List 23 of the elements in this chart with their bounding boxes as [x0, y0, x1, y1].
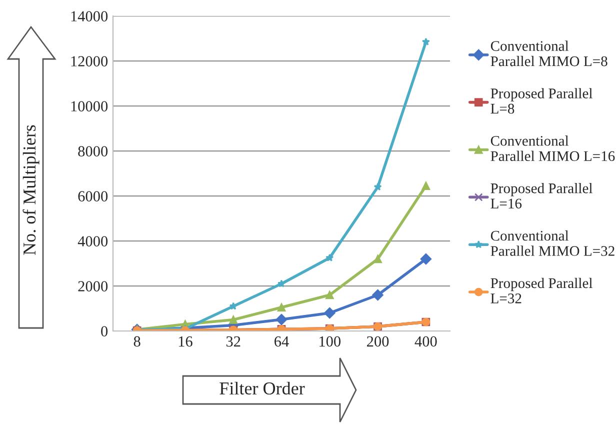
legend-label: Proposed Parallel L=16 — [490, 182, 592, 208]
y-tick-label: 14000 — [71, 11, 108, 22]
y-tick-label: 10000 — [71, 101, 108, 112]
legend-label: Conventional Parallel MIMO L=8 — [490, 40, 608, 66]
y-tick-label: 4000 — [78, 236, 108, 246]
y-tick-label: 6000 — [78, 191, 108, 202]
legend-label: Proposed Parallel L=32 — [490, 278, 592, 304]
y-tick-label: 2000 — [78, 281, 108, 292]
x-tick-label: 100 — [320, 336, 341, 347]
x-tick-label: 400 — [414, 336, 437, 347]
x-tick-label: 8 — [134, 336, 140, 347]
x-axis-title: Filter Order — [220, 382, 305, 395]
x-tick-label: 200 — [367, 336, 389, 347]
x-tick-label: 64 — [274, 336, 289, 347]
y-axis-title: No. of Multipliers — [22, 125, 40, 255]
legend-label: Proposed Parallel L=8 — [490, 88, 592, 114]
x-tick-label: 32 — [226, 336, 240, 347]
y-tick-label: 12000 — [71, 56, 108, 66]
legend-label: Conventional Parallel MIMO L=16 — [490, 136, 615, 162]
legend-label: Conventional Parallel MIMO L=32 — [490, 230, 614, 256]
y-tick-label: 8000 — [78, 146, 108, 156]
x-tick-label: 16 — [178, 336, 192, 347]
y-tick-label: 0 — [101, 326, 108, 336]
